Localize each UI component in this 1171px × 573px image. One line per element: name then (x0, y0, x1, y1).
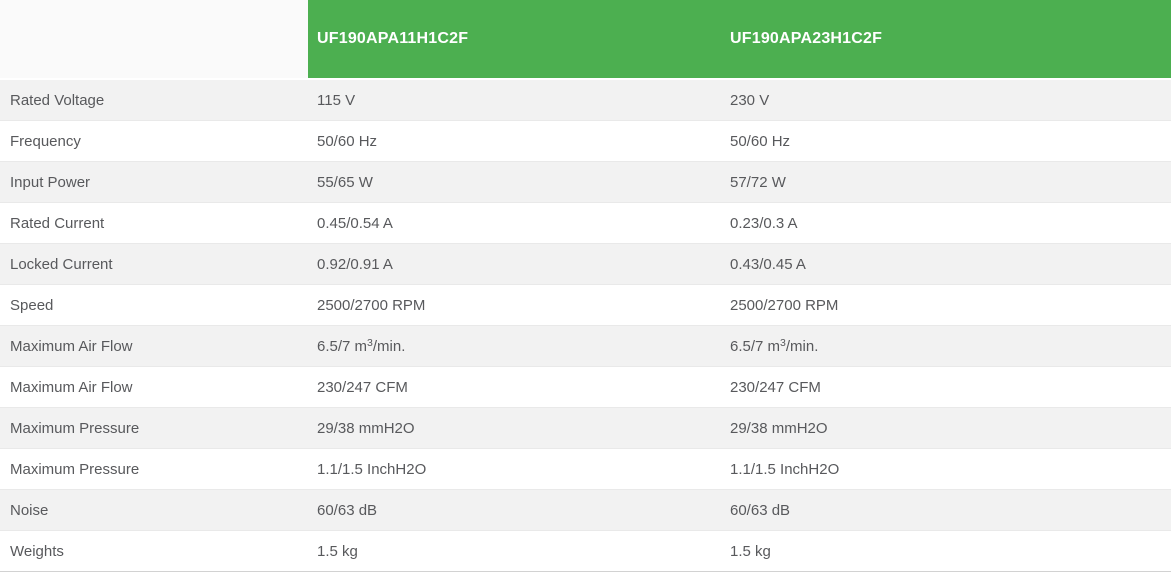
row-value-model-1: 230/247 CFM (317, 378, 408, 396)
model-header-1: UF190APA11H1C2F (308, 0, 720, 78)
row-value-model-1: 1.5 kg (317, 542, 358, 560)
row-label: Maximum Pressure (10, 419, 140, 437)
row-value-model-2: 1.1/1.5 InchH2O (730, 460, 840, 478)
row-label: Weights (10, 542, 64, 560)
row-value-model-1: 0.45/0.54 A (317, 214, 393, 232)
table-row: Noise 60/63 dB 60/63 dB (0, 490, 1171, 531)
row-value-model-2: 0.23/0.3 A (730, 214, 798, 232)
row-value-model-2: 230 V (730, 91, 770, 109)
table-row: Locked Current 0.92/0.91 A 0.43/0.45 A (0, 244, 1171, 285)
spec-table-header: UF190APA11H1C2F UF190APA23H1C2F (0, 0, 1171, 80)
row-label: Rated Current (10, 214, 105, 232)
table-row: Maximum Pressure 29/38 mmH2O 29/38 mmH2O (0, 408, 1171, 449)
row-value-model-2: 29/38 mmH2O (730, 419, 828, 437)
table-row: Maximum Pressure 1.1/1.5 InchH2O 1.1/1.5… (0, 449, 1171, 490)
row-value-model-2: 57/72 W (730, 173, 786, 191)
table-row: Input Power 55/65 W 57/72 W (0, 162, 1171, 203)
row-label: Maximum Pressure (10, 460, 140, 478)
row-label: Frequency (10, 132, 81, 150)
row-value-model-1: 6.5/7 m3/min. (317, 336, 406, 355)
row-value-model-1: 1.1/1.5 InchH2O (317, 460, 427, 478)
table-row: Maximum Air Flow 230/247 CFM 230/247 CFM (0, 367, 1171, 408)
row-label: Maximum Air Flow (10, 337, 133, 355)
row-value-model-2: 0.43/0.45 A (730, 255, 806, 273)
row-value-model-2: 2500/2700 RPM (730, 296, 839, 314)
row-value-model-2: 6.5/7 m3/min. (730, 336, 819, 355)
row-value-model-1: 0.92/0.91 A (317, 255, 393, 273)
table-row: Frequency 50/60 Hz 50/60 Hz (0, 121, 1171, 162)
row-label: Speed (10, 296, 54, 314)
row-label: Input Power (10, 173, 91, 191)
table-row: Speed 2500/2700 RPM 2500/2700 RPM (0, 285, 1171, 326)
header-spacer-cell (0, 0, 308, 78)
row-label: Noise (10, 501, 49, 519)
row-value-model-2: 1.5 kg (730, 542, 771, 560)
row-value-model-1: 50/60 Hz (317, 132, 378, 150)
table-row: Rated Voltage 115 V 230 V (0, 80, 1171, 121)
row-value-model-1: 60/63 dB (317, 501, 378, 519)
spec-table-body: Rated Voltage 115 V 230 V Frequency 50/6… (0, 80, 1171, 572)
table-row: Rated Current 0.45/0.54 A 0.23/0.3 A (0, 203, 1171, 244)
model-header-2: UF190APA23H1C2F (720, 0, 1171, 78)
row-value-model-2: 230/247 CFM (730, 378, 821, 396)
row-value-model-2: 50/60 Hz (730, 132, 791, 150)
row-value-model-1: 115 V (317, 91, 356, 109)
table-row: Maximum Air Flow 6.5/7 m3/min. 6.5/7 m3/… (0, 326, 1171, 367)
table-row: Weights 1.5 kg 1.5 kg (0, 531, 1171, 572)
row-label: Locked Current (10, 255, 113, 273)
row-value-model-1: 29/38 mmH2O (317, 419, 415, 437)
row-value-model-1: 55/65 W (317, 173, 373, 191)
row-label: Rated Voltage (10, 91, 105, 109)
row-label: Maximum Air Flow (10, 378, 133, 396)
row-value-model-1: 2500/2700 RPM (317, 296, 426, 314)
row-value-model-2: 60/63 dB (730, 501, 791, 519)
